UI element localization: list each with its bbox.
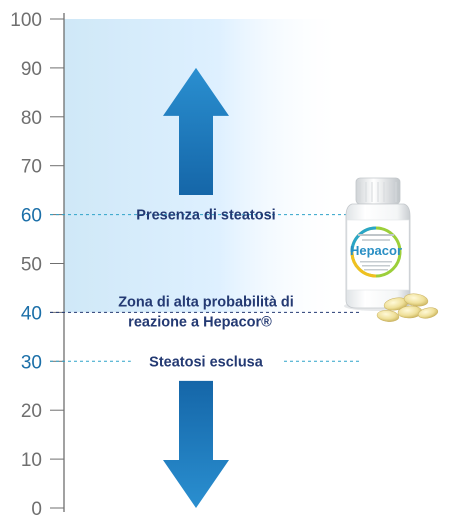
y-tick-label: 50 (21, 255, 42, 276)
y-tick-label: 30 (21, 352, 42, 373)
softgel-capsules-icon (376, 293, 439, 322)
y-tick-label: 80 (21, 108, 42, 129)
product-bottle-illustration: Hepacor (344, 177, 439, 322)
y-tick-label: 70 (21, 157, 42, 178)
y-tick-label: 20 (21, 401, 42, 422)
bottle-icon: Hepacor (344, 177, 412, 311)
threshold-label-60: Presenza di steatosi (136, 208, 275, 224)
threshold-label-bg (130, 351, 282, 372)
y-tick-label: 90 (21, 59, 42, 80)
y-tick-label: 40 (21, 303, 42, 324)
threshold-label-40-line1: Zona di alta probabilità di (118, 294, 294, 310)
bottle-brand-text: Hepacor (350, 243, 402, 258)
down-arrow (163, 380, 229, 508)
threshold-label-30: Steatosi esclusa (149, 354, 264, 370)
y-tick-label: 10 (21, 450, 42, 471)
threshold-label-40-line2: reazione a Hepacor® (128, 314, 272, 330)
y-tick-label: 100 (10, 10, 42, 31)
y-tick-label: 0 (31, 499, 42, 520)
up-arrow (163, 67, 229, 196)
y-tick-label: 60 (21, 206, 42, 227)
